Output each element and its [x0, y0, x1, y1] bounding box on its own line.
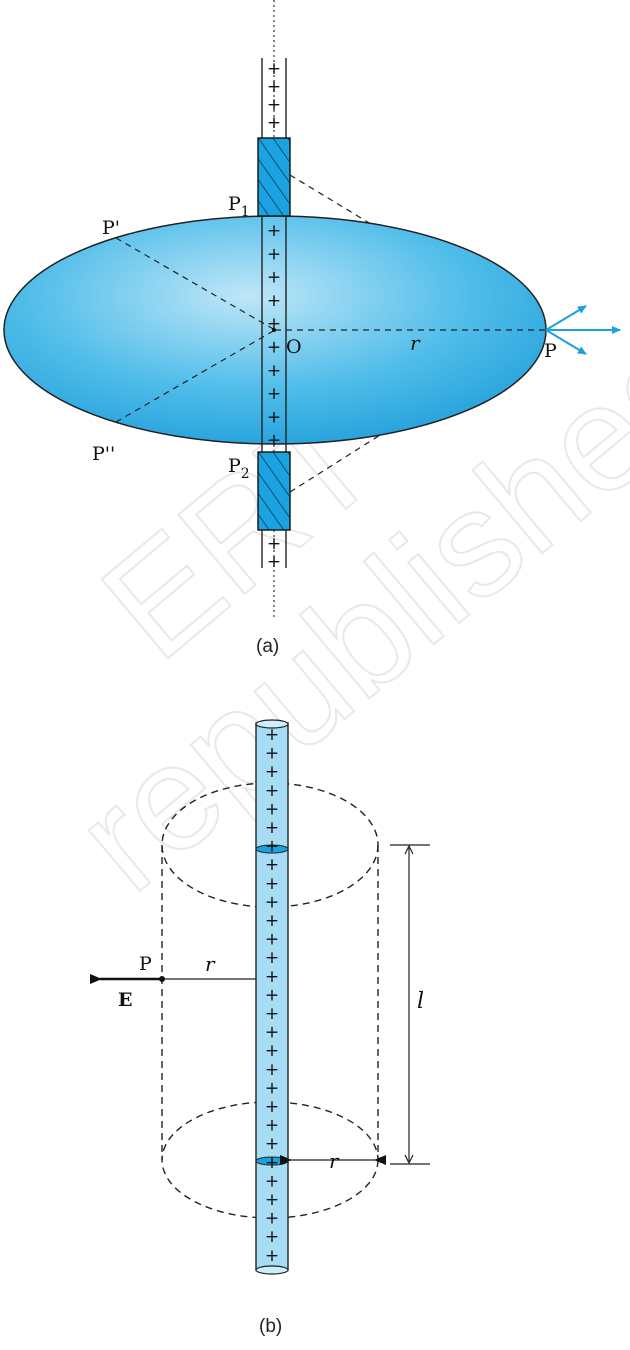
- charge-plus-sign: +: [267, 314, 281, 334]
- label-radius-a: r: [410, 331, 421, 355]
- origin-point: [272, 328, 276, 332]
- charge-plus-sign: +: [265, 1060, 279, 1080]
- charge-plus-sign: +: [265, 1078, 279, 1098]
- charge-plus-sign: +: [265, 1153, 279, 1173]
- charge-plus-sign: +: [265, 837, 279, 857]
- charge-plus-sign: +: [265, 1116, 279, 1136]
- rod-bottom-end: [255, 1265, 289, 1275]
- field-arrows: [545, 305, 621, 355]
- field-arrow-up: [545, 305, 587, 331]
- charge-plus-sign: +: [267, 384, 281, 404]
- cap-p1: [257, 137, 291, 217]
- charge-plus-sign: +: [265, 985, 279, 1005]
- charge-plus-sign: +: [265, 930, 279, 950]
- label-radius-b-top: r: [205, 952, 216, 976]
- cap-p2: [257, 451, 291, 531]
- caption-b: (b): [259, 1316, 282, 1337]
- charge-plus-sign: +: [267, 95, 281, 115]
- wire-upper-segment: [261, 58, 287, 140]
- field-arrow-down: [545, 329, 587, 355]
- charge-plus-sign: +: [265, 1227, 279, 1247]
- charge-plus-sign: +: [267, 291, 281, 311]
- label-point-p-a: P: [544, 340, 557, 362]
- dashed-rays-to-caps: [289, 174, 547, 493]
- label-field-e: E: [118, 989, 132, 1011]
- charge-plus-sign: +: [267, 552, 281, 572]
- length-dimension: [390, 844, 430, 1165]
- charge-plus-sign: +: [265, 874, 279, 894]
- rod-top-end: [255, 719, 289, 729]
- charge-plus-sign: +: [265, 1209, 279, 1229]
- charge-plus-sign: +: [265, 1023, 279, 1043]
- charge-plus-sign: +: [267, 407, 281, 427]
- charge-plus-sign: +: [267, 59, 281, 79]
- label-point-p-b: P: [139, 953, 152, 975]
- charge-plus-sign: +: [267, 221, 281, 241]
- charge-plus-sign: +: [267, 534, 281, 554]
- charge-plus-sign: +: [265, 911, 279, 931]
- label-radius-b-bottom: r: [329, 1149, 340, 1173]
- charges-b: +++++++++++++++++++++++++++++: [265, 725, 279, 1266]
- dashed-radii: [115, 237, 546, 423]
- wire-lower-segment: [261, 530, 287, 568]
- figure-a: ++++++++++++++++ P' P'' P1 P2 O r P (a): [3, 0, 621, 657]
- rod-cross-section-top: [255, 844, 289, 854]
- wire-through-disc: [261, 216, 287, 452]
- charge-plus-sign: +: [265, 781, 279, 801]
- charge-plus-sign: +: [267, 77, 281, 97]
- charge-plus-sign: +: [265, 967, 279, 987]
- charges-a: ++++++++++++++++: [267, 59, 281, 572]
- label-p1: P1: [228, 193, 250, 220]
- charge-plus-sign: +: [267, 431, 281, 451]
- charge-plus-sign: +: [265, 1171, 279, 1191]
- charge-plus-sign: +: [267, 268, 281, 288]
- charge-plus-sign: +: [265, 892, 279, 912]
- charge-plus-sign: +: [265, 725, 279, 745]
- charge-plus-sign: +: [267, 338, 281, 358]
- charge-plus-sign: +: [265, 799, 279, 819]
- charge-plus-sign: +: [265, 855, 279, 875]
- charge-plus-sign: +: [265, 762, 279, 782]
- charge-plus-sign: +: [265, 818, 279, 838]
- label-p-double-prime: P'': [92, 443, 115, 465]
- caption-a: (a): [256, 636, 279, 657]
- label-p2: P2: [228, 455, 250, 482]
- charged-rod: [255, 719, 289, 1275]
- charge-plus-sign: +: [265, 744, 279, 764]
- label-length: l: [417, 989, 424, 1014]
- charge-plus-sign: +: [265, 1190, 279, 1210]
- charge-plus-sign: +: [265, 948, 279, 968]
- charge-plus-sign: +: [265, 1097, 279, 1117]
- charge-plus-sign: +: [267, 244, 281, 264]
- charge-plus-sign: +: [265, 1134, 279, 1154]
- charge-plus-sign: +: [267, 113, 281, 133]
- figure-b: +++++++++++++++++++++++++++++ P r r l E …: [90, 719, 430, 1337]
- label-origin: O: [286, 336, 302, 358]
- charge-plus-sign: +: [265, 1004, 279, 1024]
- label-p-prime: P': [102, 217, 120, 239]
- charge-plus-sign: +: [267, 361, 281, 381]
- charge-plus-sign: +: [265, 1041, 279, 1061]
- charge-plus-sign: +: [265, 1246, 279, 1266]
